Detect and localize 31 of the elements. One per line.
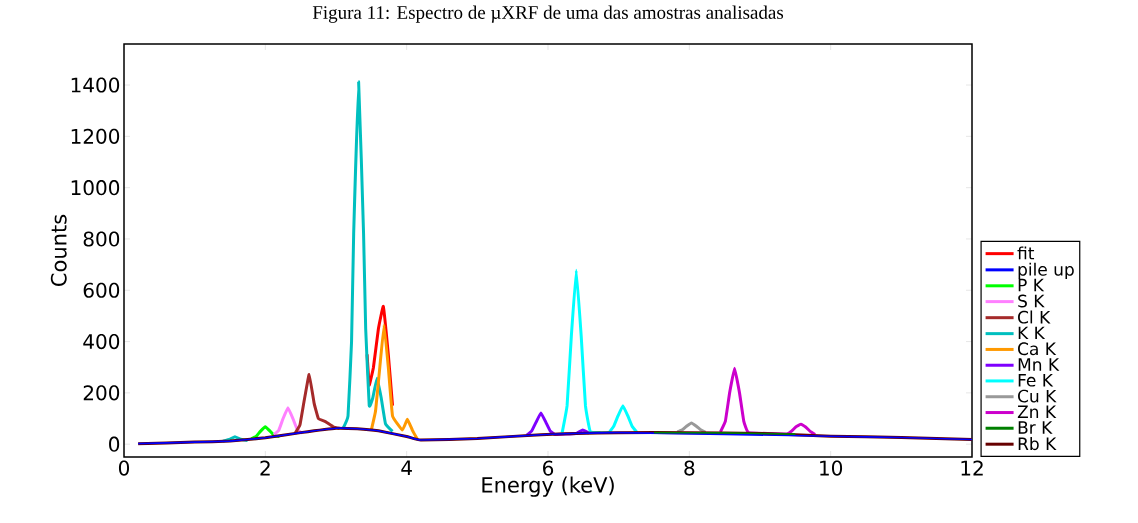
y-tick-label: 400	[83, 334, 120, 350]
legend-label: Mn K	[1018, 358, 1060, 371]
y-tick-label: 200	[83, 385, 120, 401]
legend-label: Ca K	[1018, 342, 1057, 356]
legend-label: pile up	[1018, 262, 1074, 280]
x-tick-label: 10	[820, 460, 843, 476]
legend-label: fit	[1017, 246, 1035, 260]
legend-label: Cu K	[1018, 389, 1057, 403]
legend-label: Fe K	[1018, 373, 1054, 387]
x-tick-label: 8	[684, 460, 695, 476]
y-tick-label: 1200	[71, 128, 120, 144]
y-axis-title: Counts	[50, 214, 67, 286]
y-tick-label: 600	[83, 282, 120, 298]
y-tick-label: 1400	[71, 77, 120, 93]
legend-label: S K	[1018, 294, 1045, 308]
y-tick-label: 800	[83, 231, 120, 247]
x-tick-label: 2	[260, 460, 270, 476]
legend-label: K K	[1018, 326, 1046, 340]
legend-label: Cl K	[1018, 310, 1051, 324]
x-tick-label: 0	[118, 460, 130, 476]
x-tick-label: 12	[961, 460, 983, 476]
y-tick-label: 1000	[71, 180, 120, 196]
legend-label: Rb K	[1018, 436, 1057, 451]
legend-label: Br K	[1018, 421, 1053, 434]
legend-label: P K	[1018, 278, 1045, 292]
chart-title: Figura 11: Espectro de µXRF de uma das amostras analisadas	[312, 5, 784, 23]
x-tick-label: 6	[543, 460, 554, 476]
y-tick-label: 0	[109, 436, 120, 452]
x-axis-title: Energy (keV)	[482, 476, 614, 497]
legend-label: Zn K	[1017, 405, 1057, 418]
x-tick-label: 4	[401, 460, 412, 476]
